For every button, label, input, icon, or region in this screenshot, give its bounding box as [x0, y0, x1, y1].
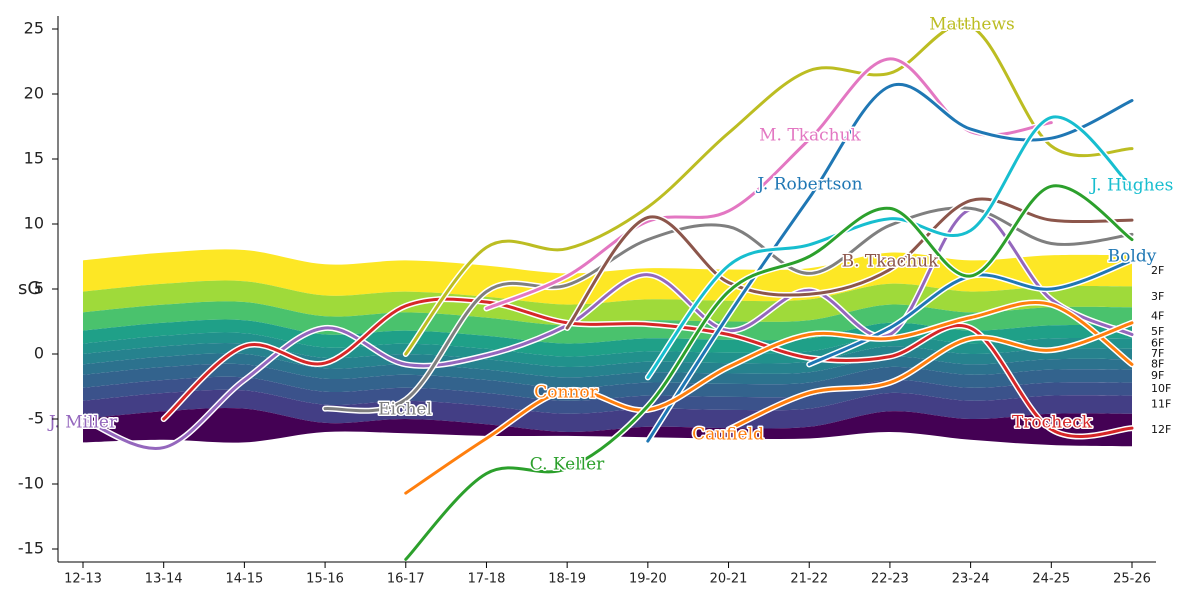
player-label: J. Hughes — [1089, 176, 1174, 196]
tier-label: 4F — [1151, 309, 1164, 322]
x-tick-label: 25-26 — [1113, 572, 1151, 587]
tier-band — [83, 280, 1132, 326]
axes: sG -15 -10 -5 0 5 10 15 20 25 12-13 13-14 14-15 15-1… — [18, 16, 1156, 587]
tier-band — [83, 342, 1132, 378]
x-tick-label: 12-13 — [64, 572, 102, 587]
tier-label: 7F — [1151, 347, 1164, 360]
tier-label: 8F — [1151, 357, 1164, 370]
tier-label: 11F — [1151, 398, 1171, 411]
player-line — [646, 115, 1134, 379]
player-label: J. Miller — [47, 413, 118, 433]
player-label: Boldy — [1108, 247, 1157, 267]
x-tick-label: 15-16 — [306, 572, 344, 587]
x-tick-label: 24-25 — [1032, 572, 1070, 587]
y-tick-label: 10 — [24, 214, 44, 233]
player-label: Eichel — [378, 400, 432, 420]
player-label: M. Tkachuk — [759, 126, 861, 146]
player-line — [727, 321, 1134, 431]
y-tick-label: 25 — [24, 19, 44, 38]
player-line — [404, 184, 1134, 561]
tier-band — [83, 363, 1132, 401]
player-label: Matthews — [929, 15, 1015, 35]
x-tick-label: 18-19 — [548, 572, 586, 587]
x-tick-label: 23-24 — [952, 572, 990, 587]
tier-label: 2F — [1151, 264, 1164, 277]
y-tick-label: -15 — [18, 539, 44, 558]
player-line — [646, 82, 1134, 443]
y-tick-label: -5 — [28, 409, 44, 428]
line-layer: J. Miller Trocheck Eichel Matthews M. Tkachu… — [45, 13, 1175, 563]
y-tick-label: -10 — [18, 474, 44, 493]
y-axis-label: sG — [18, 278, 41, 299]
tier-label: 9F — [1151, 369, 1164, 382]
x-tick-label: 17-18 — [468, 572, 506, 587]
tier-band — [83, 389, 1132, 433]
player-line — [404, 23, 1134, 356]
tier-label: 12F — [1151, 423, 1171, 436]
tier-label: 10F — [1151, 382, 1171, 395]
x-tick-label: 19-20 — [629, 572, 667, 587]
x-tick-label: 22-23 — [871, 572, 909, 587]
tier-band — [83, 407, 1132, 447]
player-label: J. Robertson — [755, 175, 862, 195]
player-label: Trocheck — [1012, 413, 1093, 433]
player-label: Connor — [534, 383, 598, 403]
y-tick-label: 0 — [34, 344, 44, 363]
y-tick-label: 20 — [24, 84, 44, 103]
player-line — [162, 297, 1134, 439]
tier-label: 3F — [1151, 290, 1164, 303]
player-line — [565, 197, 1134, 330]
player-line — [404, 300, 1134, 495]
x-tick-label: 20-21 — [710, 572, 748, 587]
tier-band — [83, 249, 1132, 305]
y-tick-label: 15 — [24, 149, 44, 168]
x-tick-label: 16-17 — [387, 572, 425, 587]
player-label: Caufield — [692, 425, 764, 445]
player-label: C. Keller — [530, 455, 605, 475]
y-tick-label: 5 — [34, 279, 44, 298]
x-tick-label: 13-14 — [145, 572, 183, 587]
player-label: B. Tkachuk — [842, 252, 939, 272]
x-tick-label: 14-15 — [225, 572, 263, 587]
tier-label: 5F — [1151, 325, 1164, 338]
tier-label: 6F — [1151, 337, 1164, 350]
player-line — [81, 208, 1134, 450]
tier-band — [83, 319, 1132, 357]
x-tick-label: 21-22 — [790, 572, 828, 587]
